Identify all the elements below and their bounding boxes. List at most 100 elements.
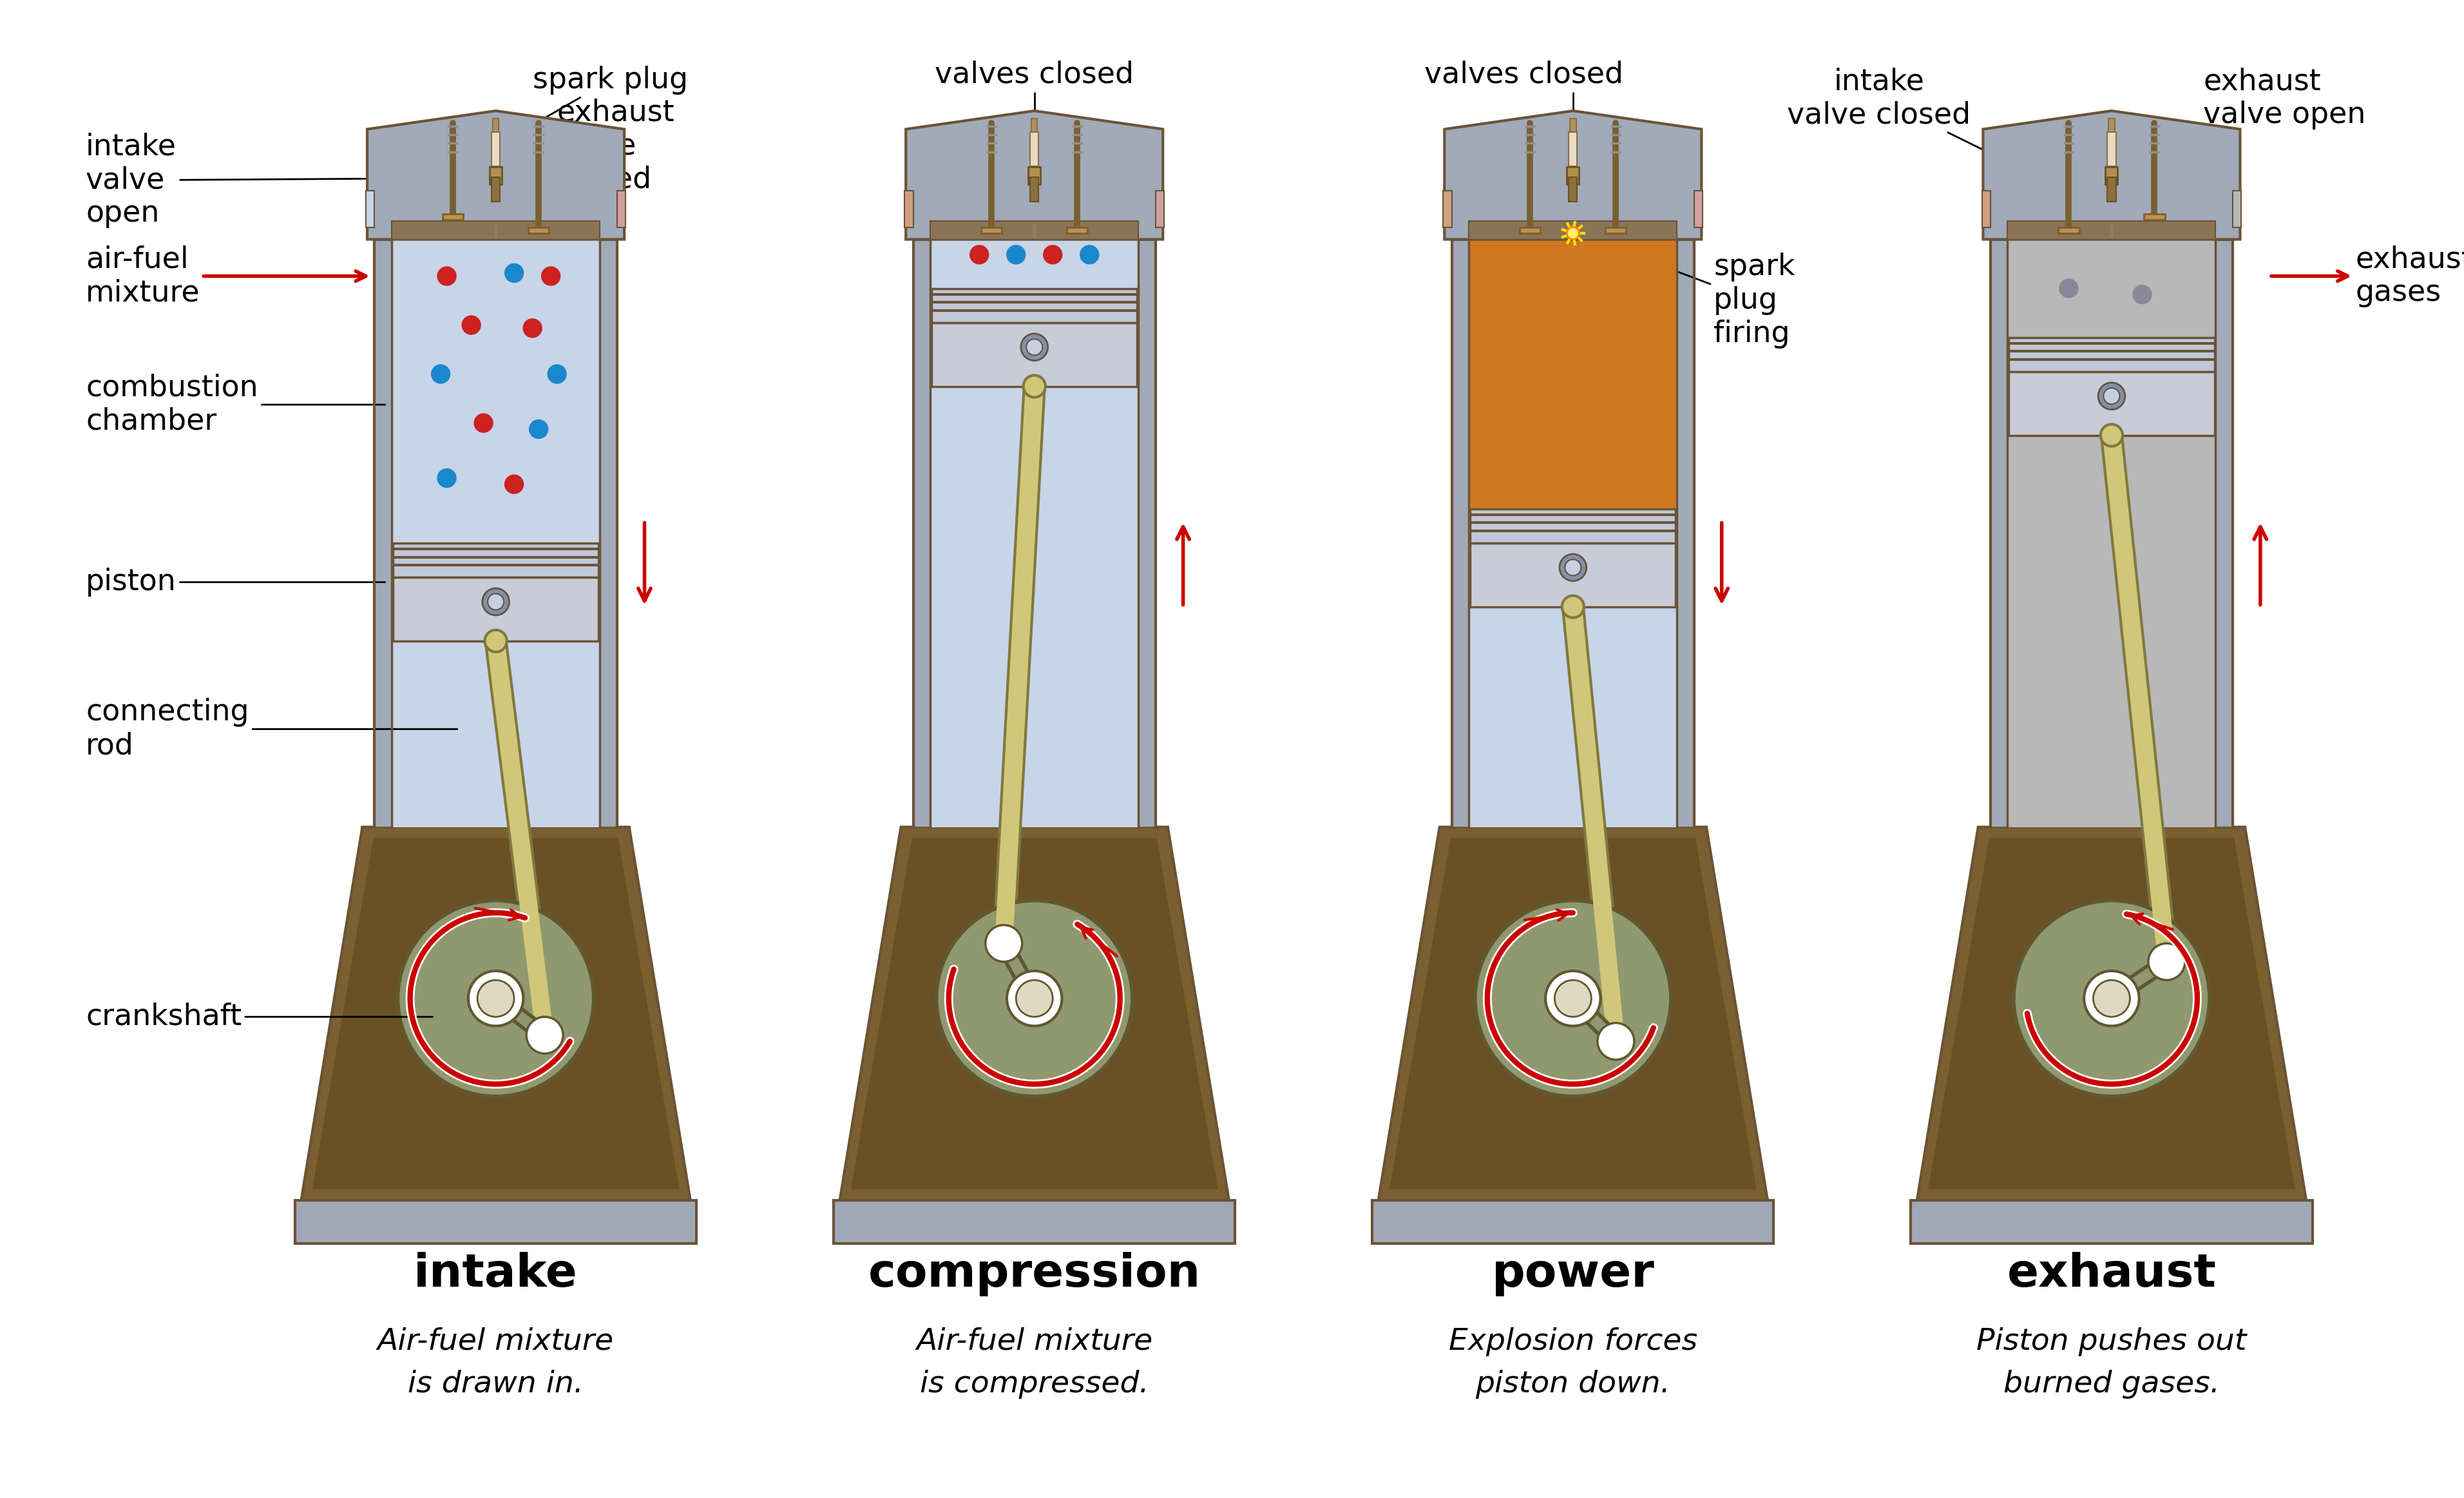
Text: exhaust
gases: exhaust gases	[2272, 244, 2464, 307]
Polygon shape	[1469, 240, 1678, 827]
Polygon shape	[2215, 240, 2232, 827]
Polygon shape	[301, 827, 690, 1200]
Circle shape	[505, 264, 525, 283]
Bar	[1570, 177, 1577, 201]
Bar	[490, 132, 500, 166]
Circle shape	[1020, 334, 1047, 361]
Text: exhaust: exhaust	[2008, 1252, 2215, 1296]
Circle shape	[1008, 971, 1062, 1026]
Text: compression: compression	[867, 1252, 1200, 1296]
Text: Piston pushes out
burned gases.: Piston pushes out burned gases.	[1976, 1327, 2247, 1399]
Polygon shape	[1991, 240, 2008, 827]
Polygon shape	[367, 190, 375, 228]
Circle shape	[968, 244, 988, 265]
Text: spark
plug
firing: spark plug firing	[1594, 240, 1796, 349]
Bar	[931, 288, 1138, 322]
Bar	[1570, 118, 1577, 132]
Bar	[527, 228, 549, 234]
Bar	[1607, 228, 1626, 234]
Polygon shape	[375, 240, 392, 827]
Circle shape	[1599, 1025, 1634, 1059]
Polygon shape	[1984, 111, 2240, 240]
Text: spark plug: spark plug	[500, 66, 687, 144]
Text: Air-fuel mixture
is compressed.: Air-fuel mixture is compressed.	[917, 1327, 1153, 1399]
Circle shape	[436, 267, 456, 286]
Bar	[1030, 132, 1040, 166]
Bar	[1520, 228, 1540, 234]
Circle shape	[1079, 244, 1099, 265]
Circle shape	[1015, 980, 1052, 1017]
Text: power: power	[1491, 1252, 1653, 1296]
Circle shape	[1604, 1031, 1626, 1052]
Bar	[1570, 132, 1577, 166]
Polygon shape	[1377, 827, 1767, 1200]
Circle shape	[488, 593, 503, 610]
Circle shape	[505, 475, 525, 494]
Circle shape	[993, 932, 1015, 954]
Circle shape	[436, 469, 456, 488]
Bar	[2008, 337, 2215, 372]
Circle shape	[1023, 376, 1045, 397]
Bar	[1030, 177, 1040, 201]
Text: piston: piston	[86, 568, 384, 596]
Bar	[1471, 509, 1676, 542]
Polygon shape	[833, 1200, 1234, 1243]
Circle shape	[1005, 244, 1025, 265]
Bar	[490, 168, 503, 184]
Bar	[2104, 168, 2117, 184]
Polygon shape	[616, 190, 626, 228]
Bar	[2107, 177, 2117, 201]
Circle shape	[485, 631, 508, 652]
Text: intake
valve closed: intake valve closed	[1786, 67, 2065, 190]
Polygon shape	[1678, 240, 1695, 827]
Bar	[490, 177, 500, 201]
Circle shape	[468, 971, 522, 1026]
Circle shape	[2099, 382, 2124, 409]
Circle shape	[2131, 285, 2151, 304]
Circle shape	[527, 1019, 562, 1052]
Polygon shape	[392, 240, 599, 827]
Polygon shape	[1444, 190, 1451, 228]
Text: connecting
rod: connecting rod	[86, 698, 458, 761]
Text: Air-fuel mixture
is drawn in.: Air-fuel mixture is drawn in.	[377, 1327, 614, 1399]
Polygon shape	[1695, 190, 1703, 228]
Bar	[1027, 168, 1040, 184]
Polygon shape	[1981, 190, 1991, 228]
Text: exhaust
valve open: exhaust valve open	[2161, 67, 2365, 183]
Polygon shape	[914, 240, 931, 827]
Text: air-fuel
mixture: air-fuel mixture	[86, 244, 365, 307]
Polygon shape	[313, 837, 680, 1189]
Text: valves closed: valves closed	[934, 60, 1133, 201]
Polygon shape	[2232, 190, 2242, 228]
Circle shape	[527, 1017, 564, 1053]
Circle shape	[1597, 1023, 1634, 1059]
Circle shape	[2094, 980, 2129, 1017]
Bar	[981, 228, 1003, 234]
Circle shape	[2149, 944, 2186, 980]
Bar	[2107, 132, 2117, 166]
Bar	[2057, 228, 2080, 234]
Polygon shape	[840, 827, 1230, 1200]
Polygon shape	[850, 837, 1217, 1189]
Circle shape	[986, 926, 1020, 960]
Circle shape	[473, 413, 493, 433]
Polygon shape	[1372, 1200, 1774, 1243]
Circle shape	[2102, 424, 2122, 446]
Circle shape	[2156, 951, 2178, 972]
Polygon shape	[904, 190, 914, 228]
Circle shape	[542, 267, 562, 286]
Text: crankshaft: crankshaft	[86, 1002, 434, 1031]
Circle shape	[1555, 980, 1592, 1017]
Circle shape	[2085, 971, 2139, 1026]
Circle shape	[1562, 596, 1584, 617]
Polygon shape	[599, 240, 616, 827]
Circle shape	[2104, 388, 2119, 404]
Circle shape	[547, 364, 567, 383]
Text: Explosion forces
piston down.: Explosion forces piston down.	[1449, 1327, 1698, 1399]
Bar	[444, 214, 463, 220]
Polygon shape	[392, 222, 599, 240]
Bar	[1567, 168, 1579, 184]
Circle shape	[1027, 339, 1042, 355]
Polygon shape	[296, 1200, 697, 1243]
Polygon shape	[1917, 827, 2306, 1200]
